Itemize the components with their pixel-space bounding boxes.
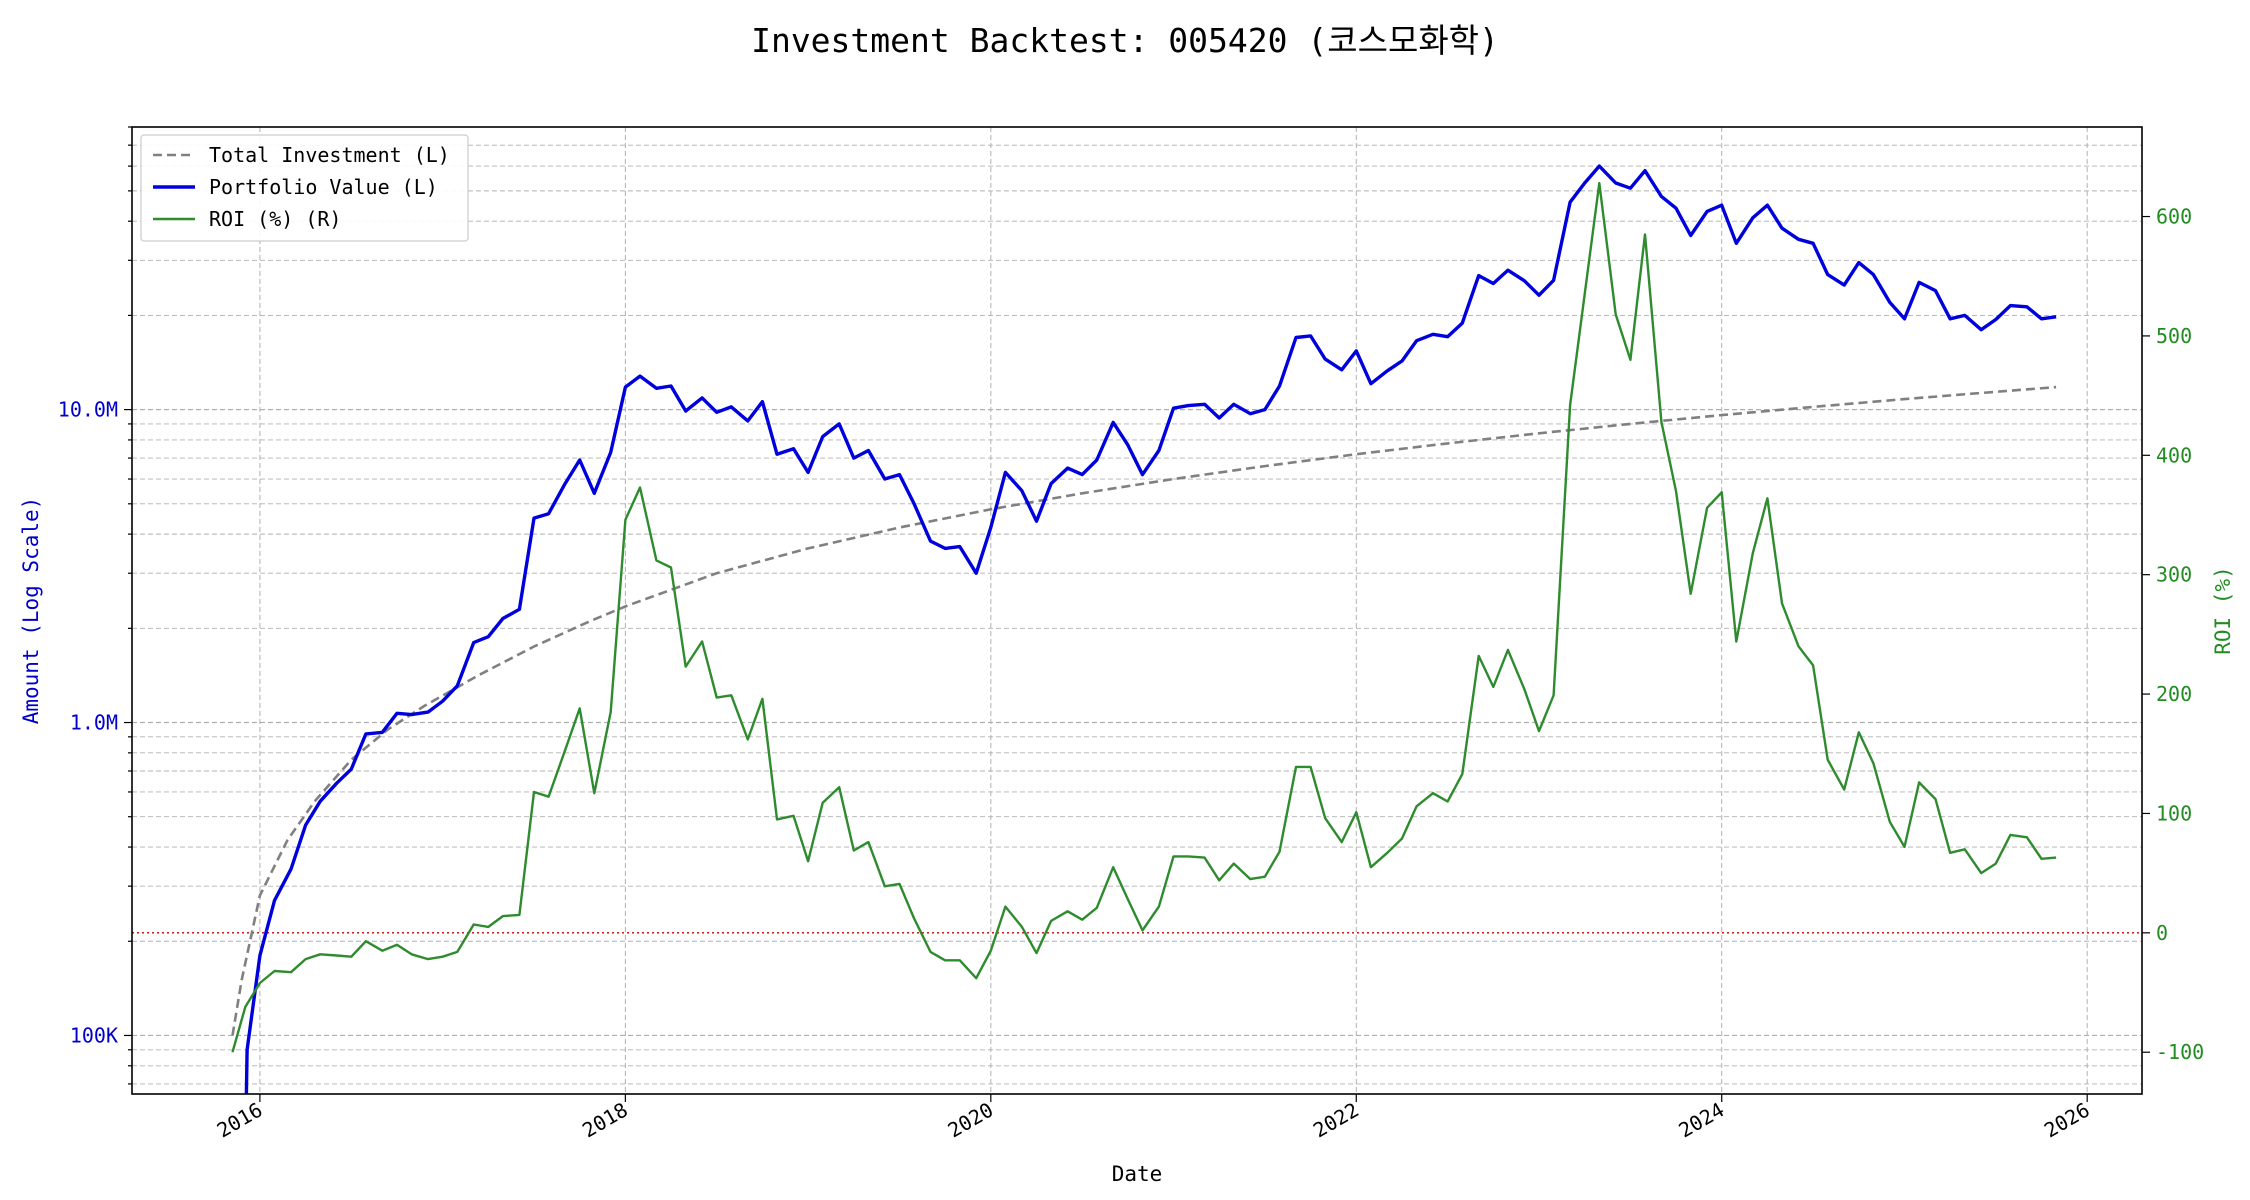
series-layer	[132, 164, 2142, 1094]
y-right-tick-label: -100	[2156, 1040, 2204, 1064]
y-right-tick-label: 200	[2156, 682, 2192, 706]
legend-box	[140, 134, 469, 242]
legend-layer: Total Investment (L) Portfolio Value (L) R…	[140, 134, 469, 242]
x-tick-label: 2018	[578, 1098, 632, 1143]
y-right-tick-label: 0	[2156, 921, 2168, 945]
axes-layer: 100K 1.0M 10.0M -100 0 100 200 300 400 500 600 2016…	[19, 126, 2235, 1186]
x-tick-label: 2020	[944, 1098, 998, 1143]
x-tick-label: 2016	[213, 1098, 267, 1143]
y-left-axis-label: Amount (Log Scale)	[19, 497, 43, 725]
legend-label-0: Total Investment (L)	[209, 143, 450, 167]
legend-label-2: ROI (%) (R)	[209, 207, 341, 231]
x-tick-label: 2026	[2040, 1098, 2094, 1143]
y-right-tick-label: 600	[2156, 205, 2192, 229]
y-right-tick-label: 300	[2156, 563, 2192, 587]
y-right-tick-label: 100	[2156, 801, 2192, 825]
y-right-tick-label: 400	[2156, 443, 2192, 467]
y-right-axis-label: ROI (%)	[2211, 566, 2235, 655]
y-left-tick-label: 1.0M	[70, 711, 118, 735]
grid-layer	[132, 126, 2142, 1094]
y-right-tick-label: 500	[2156, 324, 2192, 348]
chart-title: Investment Backtest: 005420 (코스모화학)	[751, 21, 1499, 60]
series-line-2	[231, 181, 2057, 1053]
series-line-0	[231, 385, 2057, 1036]
plot-frame	[131, 126, 2143, 1095]
x-tick-label: 2022	[1309, 1098, 1363, 1143]
y-left-tick-label: 100K	[70, 1023, 118, 1047]
x-tick-label: 2024	[1675, 1098, 1729, 1143]
y-left-tick-label: 10.0M	[58, 398, 118, 422]
legend-label-1: Portfolio Value (L)	[209, 175, 438, 199]
series-line-1	[244, 164, 2057, 1094]
x-axis-label: Date	[1112, 1162, 1163, 1186]
